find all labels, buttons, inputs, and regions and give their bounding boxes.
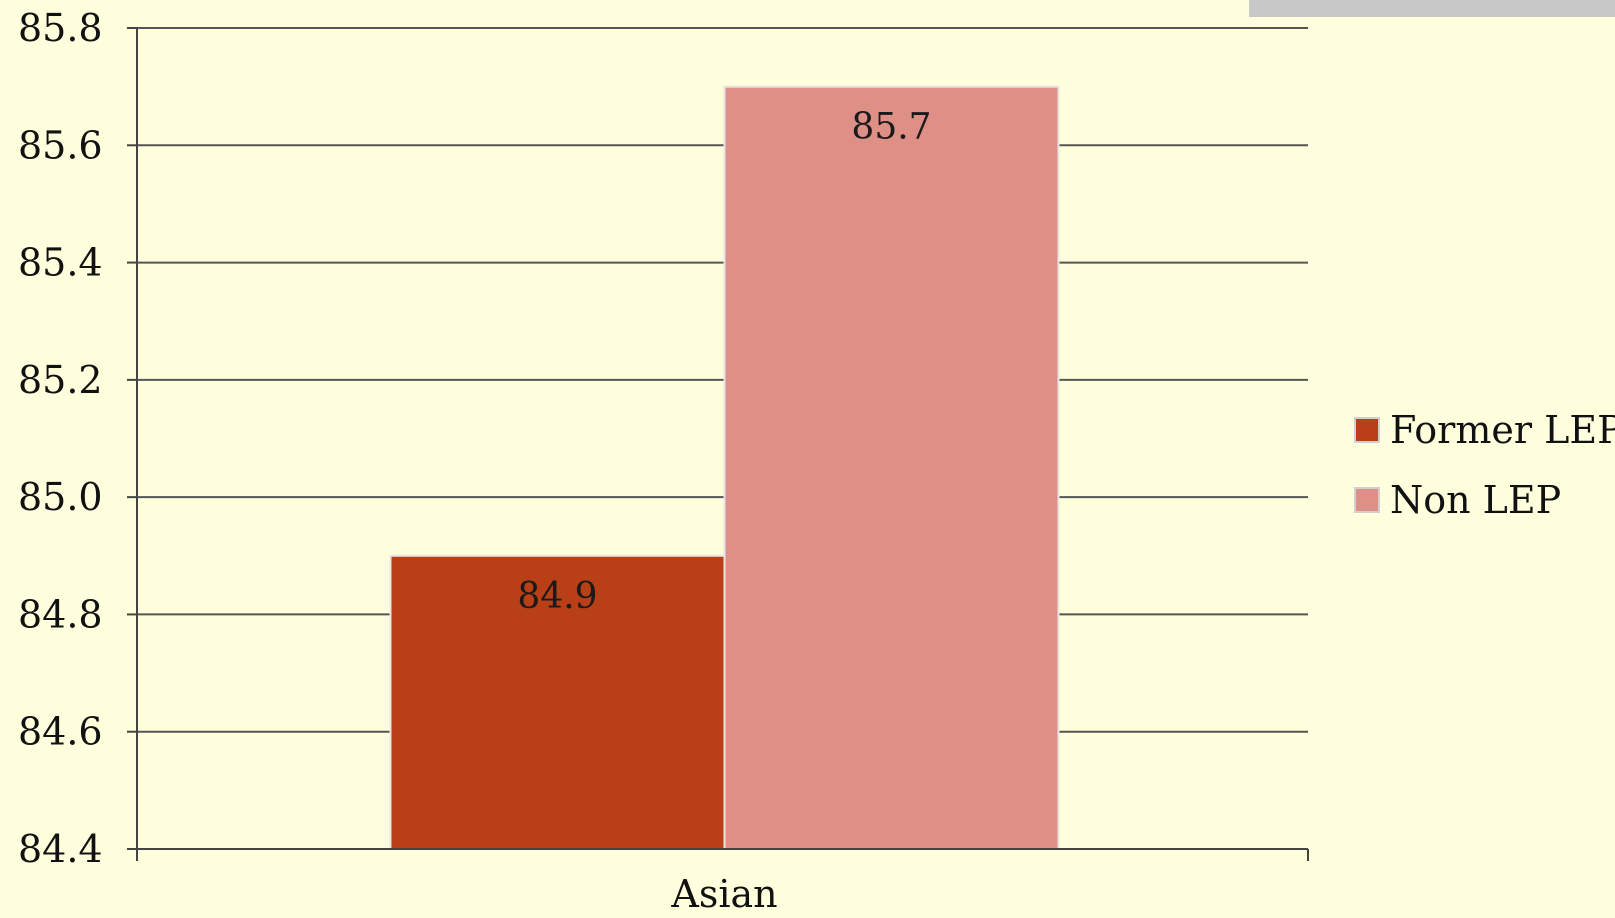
bar-non-lep: [723, 85, 1060, 850]
y-tick-label: 85.8: [18, 6, 103, 50]
axes: [127, 27, 1309, 861]
corner-decoration-bar: [1249, 0, 1615, 17]
y-tick-label: 85.6: [18, 123, 103, 167]
legend-swatch-former-lep: [1354, 417, 1380, 443]
y-tick-label: 85.0: [18, 475, 103, 519]
legend-label: Non LEP: [1390, 478, 1561, 522]
y-tick-label: 84.6: [18, 710, 103, 754]
data-label: 84.9: [517, 576, 597, 617]
bar-former-lep: [389, 554, 726, 850]
y-tick-label: 85.4: [18, 241, 103, 285]
data-label: 85.7: [851, 107, 931, 148]
legend-label: Former LEP: [1390, 408, 1615, 452]
legend-swatch-non-lep: [1354, 487, 1380, 513]
x-category-label: Asian: [670, 872, 777, 916]
y-tick-label: 84.8: [18, 592, 103, 636]
bars: [389, 85, 1060, 850]
legend: Former LEP Non LEP: [1354, 408, 1615, 522]
labels: 84.4 84.6 84.8 85.0 85.2 85.4 85.6 85.8 84.9 85.7…: [18, 6, 932, 916]
y-tick-label: 84.4: [18, 827, 103, 871]
y-tick-label: 85.2: [18, 358, 103, 402]
